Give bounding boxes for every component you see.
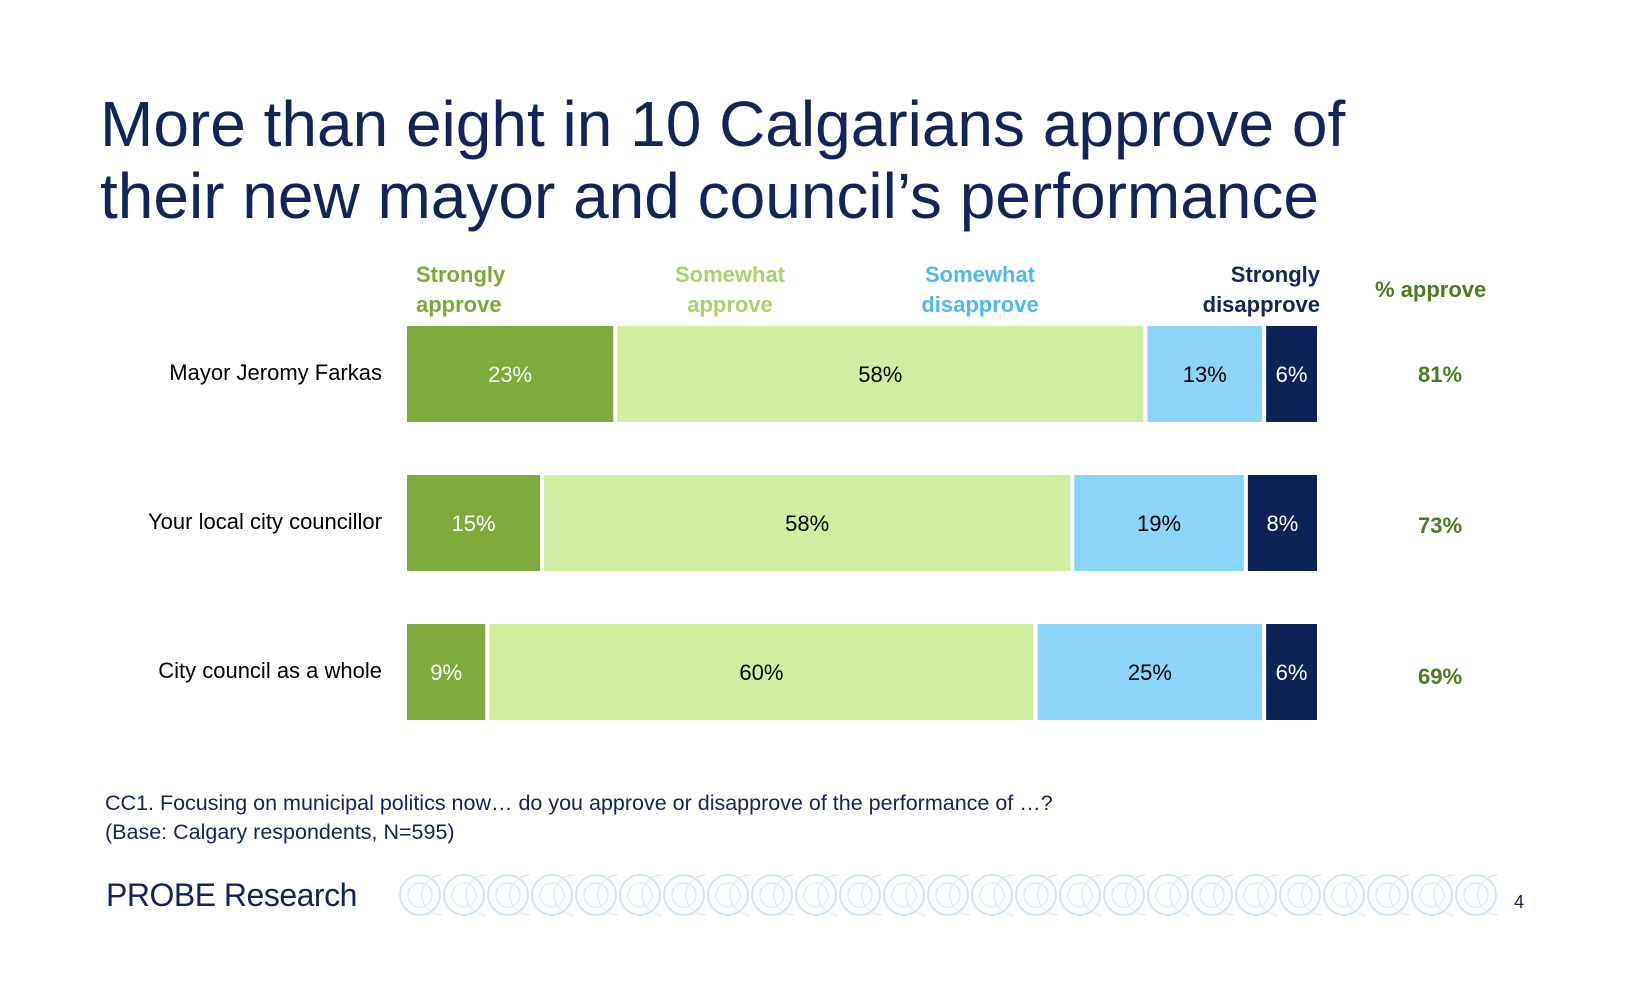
- legend-strongly-disapprove: Strongly disapprove: [1160, 260, 1320, 320]
- bar-label-somewhat-disapprove-row-3: 25%: [1128, 660, 1172, 685]
- bar-somewhat-approve-row-2: [544, 475, 1071, 571]
- bar-somewhat-approve-row-1: [617, 326, 1144, 422]
- legend-pct-approve: % approve: [1375, 277, 1487, 302]
- probe-research-logo: PROBE Research: [106, 877, 357, 913]
- legend-strongly-disapprove-line1: Strongly: [1230, 262, 1320, 287]
- page-title: More than eight in 10 Calgarians approve…: [100, 88, 1550, 232]
- legend-somewhat-approve: Somewhat approve: [650, 260, 810, 320]
- approve-value-row-3: 69%: [1417, 664, 1463, 689]
- category-label-row-3: City council as a whole: [158, 658, 382, 683]
- bar-strongly-approve-row-1: [407, 326, 614, 422]
- bar-strongly-disapprove-row-2: [1247, 475, 1317, 571]
- legend-strongly-approve-line2: approve: [416, 292, 502, 317]
- bar-somewhat-disapprove-row-1: [1147, 326, 1263, 422]
- bar-label-strongly-disapprove-row-1: 6%: [1276, 362, 1308, 387]
- bar-label-strongly-approve-row-3: 9%: [430, 660, 462, 685]
- legend-somewhat-approve-line2: approve: [687, 292, 773, 317]
- bar-strongly-approve-row-2: [407, 475, 541, 571]
- bar-label-strongly-approve-row-1: 23%: [488, 362, 532, 387]
- legend-somewhat-disapprove-line1: Somewhat: [924, 262, 1036, 287]
- legend-strongly-disapprove-line2: disapprove: [1202, 292, 1320, 317]
- legend-strongly-approve-line1: Strongly: [416, 262, 506, 287]
- bar-somewhat-disapprove-row-3: [1037, 624, 1263, 720]
- bar-label-strongly-approve-row-2: 15%: [452, 511, 496, 536]
- title-line-2: their new mayor and council’s performanc…: [100, 160, 1319, 232]
- page-number: 4: [1514, 892, 1525, 912]
- bar-label-somewhat-disapprove-row-2: 19%: [1137, 511, 1181, 536]
- bar-label-strongly-disapprove-row-2: 8%: [1267, 511, 1299, 536]
- bar-label-somewhat-disapprove-row-1: 13%: [1183, 362, 1227, 387]
- footnote-line-2: (Base: Calgary respondents, N=595): [105, 820, 455, 844]
- bar-somewhat-approve-row-3: [489, 624, 1034, 720]
- legend-somewhat-approve-line1: Somewhat: [674, 262, 786, 287]
- title-line-1: More than eight in 10 Calgarians approve…: [100, 88, 1346, 160]
- bar-strongly-approve-row-3: [407, 624, 486, 720]
- approve-value-row-2: 73%: [1417, 513, 1463, 538]
- category-label-row-2: Your local city councillor: [148, 509, 382, 534]
- bar-strongly-disapprove-row-1: [1266, 326, 1317, 422]
- legend-somewhat-disapprove: Somewhat disapprove: [900, 260, 1060, 320]
- bar-label-strongly-disapprove-row-3: 6%: [1276, 660, 1308, 685]
- footnote: CC1. Focusing on municipal politics now……: [105, 789, 1053, 847]
- legend-somewhat-disapprove-line2: disapprove: [921, 292, 1039, 317]
- category-label-row-1: Mayor Jeromy Farkas: [169, 360, 382, 385]
- bar-somewhat-disapprove-row-2: [1074, 475, 1244, 571]
- bar-label-somewhat-approve-row-3: 60%: [739, 660, 783, 685]
- bar-strongly-disapprove-row-3: [1266, 624, 1317, 720]
- decorative-circle-pattern: [398, 860, 1498, 930]
- legend-strongly-approve: Strongly approve: [416, 260, 505, 320]
- bar-label-somewhat-approve-row-2: 58%: [785, 511, 829, 536]
- approve-value-row-1: 81%: [1417, 362, 1463, 387]
- footnote-line-1: CC1. Focusing on municipal politics now……: [105, 791, 1053, 815]
- bar-label-somewhat-approve-row-1: 58%: [858, 362, 902, 387]
